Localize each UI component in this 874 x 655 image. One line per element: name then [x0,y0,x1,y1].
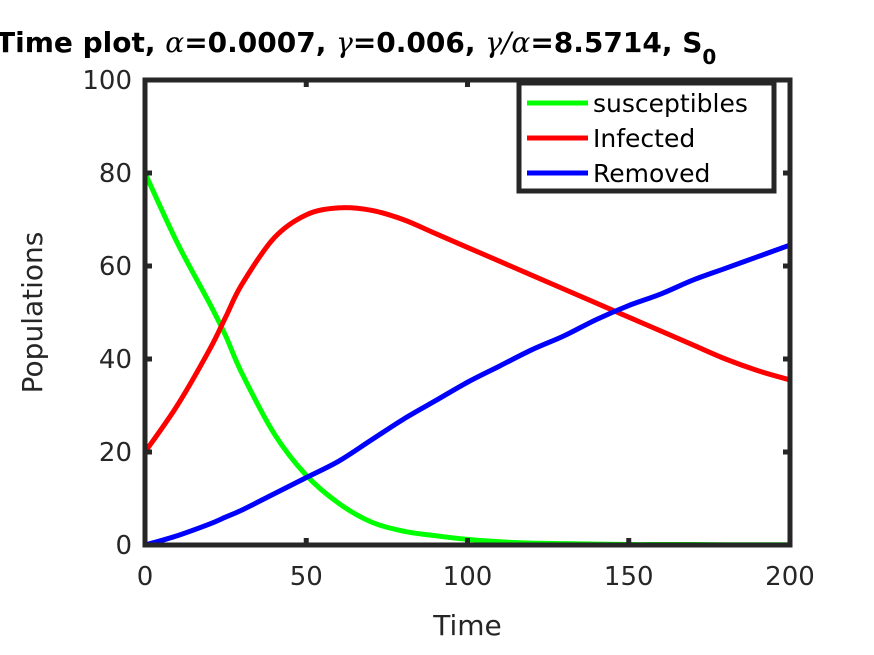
y-tick-label: 60 [99,252,132,282]
legend-label-removed: Removed [593,159,710,188]
y-tick-label: 100 [82,66,132,96]
axes-box [142,77,793,548]
x-tick-label: 100 [443,562,493,592]
x-tick-label: 50 [290,562,323,592]
legend-label-susceptibles: susceptibles [593,89,748,118]
chart-title: Time plot, α=0.0007, γ=0.006, γ/α=8.5714… [0,26,716,69]
title-s-prefix: S [682,26,702,59]
x-tick-label: 0 [137,562,154,592]
y-tick-label: 40 [99,345,132,375]
title-ratio-gamma: γ [485,26,502,59]
x-tick-label: 150 [604,562,654,592]
title-s-subscript: 0 [702,45,716,69]
title-alpha-symbol: α [165,26,184,59]
series-line-removed [144,242,791,548]
title-ratio-value: =8.5714, [530,26,682,59]
y-tick-label: 20 [99,438,132,468]
series-line-infected [142,205,791,454]
y-axis-label: Populations [16,232,49,394]
title-alpha-value: =0.0007, [184,26,336,59]
legend-label-infected: Infected [593,124,695,153]
legend: susceptibles Infected Removed [516,80,777,194]
title-prefix: Time plot, [0,26,165,59]
title-ratio-slash: / [499,26,514,59]
series-line-susceptibles [142,171,790,548]
title-gamma-value: =0.006, [353,26,485,59]
y-tick-label: 80 [99,159,132,189]
title-gamma-symbol: γ [336,26,353,59]
x-tick-label: 200 [765,562,815,592]
plot-lines [142,171,791,548]
y-tick-label: 0 [115,531,132,561]
title-ratio-alpha: α [511,26,530,59]
tick-labels: 0 50 100 150 200 0 20 40 60 80 100 [82,66,814,592]
x-axis-label: Time [432,609,502,642]
